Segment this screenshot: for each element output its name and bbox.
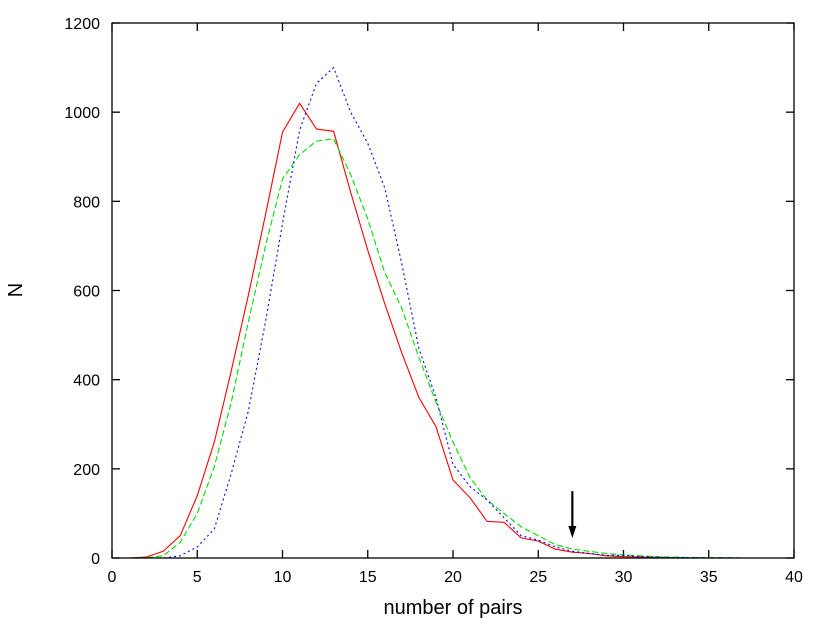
plot-frame <box>111 22 795 559</box>
x-tick-label: 15 <box>359 569 377 586</box>
x-tick-label: 5 <box>193 569 202 586</box>
arrow-annotation <box>568 491 577 538</box>
x-tick-label: 35 <box>700 569 718 586</box>
series-line-1 <box>129 102 794 559</box>
y-axis-label: N <box>5 283 27 297</box>
series-line-3 <box>129 66 794 559</box>
y-tick-label: 1000 <box>64 105 100 122</box>
arrow-head <box>568 525 577 538</box>
y-tick-label: 600 <box>73 284 100 301</box>
x-tick-label: 20 <box>444 569 462 586</box>
y-tick-label: 800 <box>73 194 100 211</box>
y-tick-label: 400 <box>73 373 100 390</box>
x-tick-label: 10 <box>274 569 292 586</box>
x-axis-label: number of pairs <box>384 597 523 619</box>
x-tick-label: 25 <box>529 569 547 586</box>
x-tick-label: 30 <box>615 569 633 586</box>
y-tick-label: 1200 <box>64 16 100 33</box>
y-tick-label: 0 <box>91 551 100 568</box>
y-tick-label: 200 <box>73 462 100 479</box>
x-tick-label: 40 <box>785 569 803 586</box>
series-line-2 <box>129 138 794 559</box>
x-tick-label: 0 <box>108 569 117 586</box>
